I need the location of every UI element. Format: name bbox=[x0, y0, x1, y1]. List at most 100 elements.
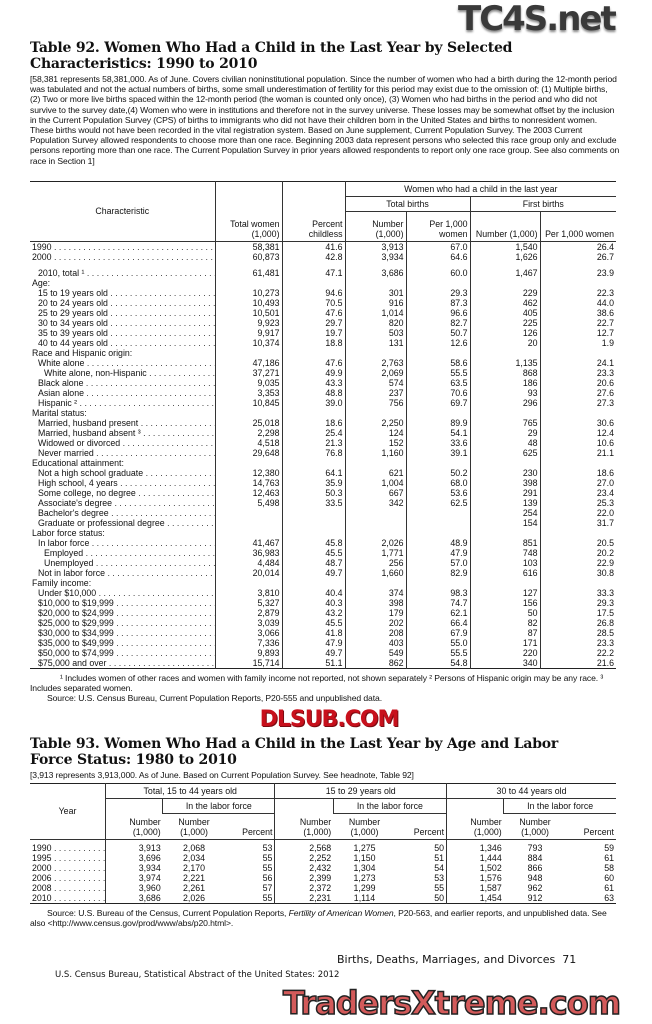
cell: 15,714 bbox=[214, 658, 282, 669]
row-label-cell: 1990 bbox=[30, 242, 215, 252]
cell: 2,399 bbox=[274, 872, 334, 883]
section-header-row: Educational attainment: bbox=[30, 458, 617, 468]
cell: 756 bbox=[344, 398, 406, 408]
cell: 220 bbox=[469, 648, 540, 658]
cell: 868 bbox=[469, 368, 540, 378]
cell bbox=[214, 528, 282, 538]
cell: 4,484 bbox=[214, 558, 282, 568]
row-label-cell: 40 to 44 years old bbox=[30, 338, 215, 348]
cell: 103 bbox=[469, 558, 540, 568]
in-labor-force-header: In the labor force bbox=[332, 798, 447, 814]
cell: 3,039 bbox=[214, 618, 282, 628]
cell: 202 bbox=[344, 618, 406, 628]
cell: 154 bbox=[469, 518, 540, 528]
row-year: 2010 bbox=[32, 893, 106, 903]
cell: 29,648 bbox=[214, 448, 282, 458]
cell: 3,960 bbox=[105, 882, 163, 893]
cell: 237 bbox=[344, 388, 406, 398]
cell: 208 bbox=[344, 628, 406, 638]
publication-line: U.S. Census Bureau, Statistical Abstract… bbox=[55, 970, 340, 980]
cell: 33.3 bbox=[539, 588, 617, 598]
cell: 398 bbox=[344, 598, 406, 608]
cell bbox=[405, 528, 470, 538]
cell: 171 bbox=[469, 638, 540, 648]
cell: 50 bbox=[434, 892, 445, 903]
cell: 24.1 bbox=[539, 358, 617, 368]
row-label: Married, husband present bbox=[38, 418, 215, 428]
cell bbox=[214, 508, 282, 518]
row-label: 1990 bbox=[32, 242, 215, 252]
cell: 2,069 bbox=[344, 368, 406, 378]
row-label-cell: Not in labor force bbox=[30, 568, 215, 578]
row-label-cell: Under $10,000 bbox=[30, 588, 215, 598]
table-row: 20083,960 2,261 572,372 1,299 551,587 962 61 bbox=[30, 882, 616, 893]
page-body: Characteristic Total women (1,000) Perce… bbox=[30, 181, 620, 928]
table-row: 25 to 29 years old10,50147.61,01496.6405… bbox=[30, 308, 617, 318]
cell: 2,879 bbox=[214, 608, 282, 618]
cell: 29.3 bbox=[539, 598, 617, 608]
cell: 25,018 bbox=[214, 418, 282, 428]
cell bbox=[344, 408, 406, 418]
cell: 41.6 bbox=[281, 241, 345, 252]
row-label-cell: Married, husband present bbox=[30, 418, 215, 428]
cell: 47,186 bbox=[214, 358, 282, 368]
row-label-cell: White alone, non-Hispanic bbox=[30, 368, 215, 378]
section-header-row: Labor force status: bbox=[30, 528, 617, 538]
table-row: Some college, no degree12,46350.366753.6… bbox=[30, 488, 617, 498]
cell: 7,336 bbox=[214, 638, 282, 648]
cell: 1,576 bbox=[446, 872, 504, 883]
row-label-cell: Some college, no degree bbox=[30, 488, 215, 498]
cell: 58,381 bbox=[214, 241, 282, 252]
cell: 41.8 bbox=[281, 628, 345, 638]
cell: 21.6 bbox=[539, 658, 617, 669]
cell: 3,066 bbox=[214, 628, 282, 638]
col-percent: Percent bbox=[566, 813, 616, 840]
cell: 26.4 bbox=[539, 241, 617, 252]
section-header-row: Race and Hispanic origin: bbox=[30, 348, 617, 358]
cell: 12.4 bbox=[539, 428, 617, 438]
cell: 67.0 bbox=[405, 241, 470, 252]
cell: 70.6 bbox=[405, 388, 470, 398]
cell bbox=[469, 578, 540, 588]
section-header-row: Family income: bbox=[30, 578, 617, 588]
spacer bbox=[274, 798, 334, 814]
table-row: 2010, total ¹61,48147.13,68660.01,46723.… bbox=[30, 262, 617, 278]
total-births-header: Total births bbox=[344, 196, 470, 212]
cell bbox=[469, 458, 540, 468]
row-label: Associate's degree bbox=[38, 498, 215, 508]
cell: 64.6 bbox=[405, 252, 470, 262]
cell: 94.6 bbox=[281, 288, 345, 298]
cell: 10,501 bbox=[214, 308, 282, 318]
row-label: 25 to 29 years old bbox=[38, 308, 215, 318]
row-label-cell: Race and Hispanic origin: bbox=[30, 348, 215, 358]
table93: Year Total, 15 to 44 years old 15 to 29 … bbox=[30, 782, 616, 904]
table-row: 19953,696 2,034 552,252 1,150 511,444 884 61 bbox=[30, 852, 616, 863]
cell: 1,275 bbox=[353, 842, 376, 853]
cell: 2,372 bbox=[274, 882, 334, 893]
cell: 51 bbox=[434, 852, 445, 863]
row-label-cell: 2000 bbox=[30, 252, 215, 262]
section-name: Births, Deaths, Marriages, and Divorces bbox=[337, 953, 556, 966]
group-15-29: 15 to 29 years old bbox=[274, 783, 447, 799]
table-row: Associate's degree5,49833.534262.513925.… bbox=[30, 498, 617, 508]
cell: 3,934 bbox=[105, 862, 163, 873]
cell: 12,463 bbox=[214, 488, 282, 498]
cell: 60,873 bbox=[214, 252, 282, 262]
row-label-cell: $75,000 and over bbox=[30, 658, 215, 669]
cell: 96.6 bbox=[405, 308, 470, 318]
row-label-cell: Graduate or professional degree bbox=[30, 518, 215, 528]
cell: 55.5 bbox=[405, 368, 470, 378]
cell: 60 bbox=[604, 872, 614, 883]
cell: 1,467 bbox=[469, 262, 540, 278]
row-label-cell: $10,000 to $19,999 bbox=[30, 598, 215, 608]
source-publication: Fertility of American Women bbox=[288, 907, 394, 918]
cell: 17.5 bbox=[539, 608, 617, 618]
col-total-women: Total women (1,000) bbox=[214, 181, 282, 242]
cell: 45.8 bbox=[281, 538, 345, 548]
